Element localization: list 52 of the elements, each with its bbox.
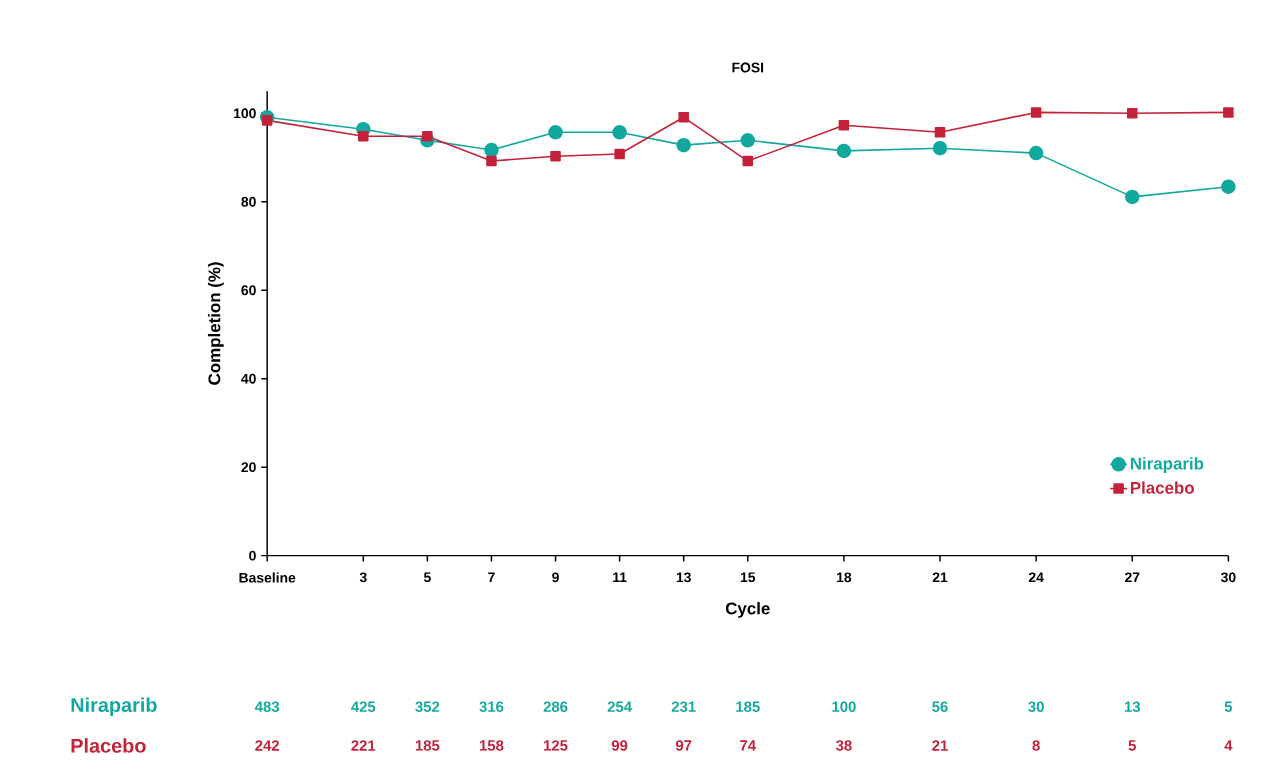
text: 97 bbox=[675, 740, 692, 751]
legend-label: Placebo bbox=[1130, 481, 1194, 494]
y-tick-label: 0 bbox=[249, 550, 256, 561]
y-tick-label: 40 bbox=[241, 373, 256, 384]
x-tick-label: 13 bbox=[676, 572, 691, 583]
y-tick-label: 80 bbox=[241, 196, 256, 207]
text: 483 bbox=[254, 701, 280, 712]
x-tick-label: 3 bbox=[359, 572, 367, 583]
text: 352 bbox=[415, 701, 440, 712]
text: 231 bbox=[671, 701, 696, 712]
text: 185 bbox=[415, 740, 440, 751]
x-tick-label: 9 bbox=[552, 572, 559, 583]
legend-label: Niraparib bbox=[1130, 457, 1204, 473]
x-tick-label: Baseline bbox=[239, 572, 296, 583]
text: 158 bbox=[479, 740, 504, 751]
text: 425 bbox=[351, 701, 376, 712]
x-tick-label: 18 bbox=[837, 572, 852, 583]
text: 4 bbox=[1224, 740, 1233, 751]
text: 286 bbox=[543, 701, 568, 712]
text: 316 bbox=[479, 701, 504, 712]
text: 5 bbox=[1128, 740, 1136, 751]
chart-title: FOSI bbox=[732, 62, 764, 73]
text: Niraparib bbox=[71, 697, 157, 716]
x-axis-title: Cycle bbox=[725, 601, 770, 618]
text: 5 bbox=[1224, 701, 1233, 712]
x-tick-label: 5 bbox=[423, 572, 431, 582]
y-tick-label: 60 bbox=[241, 285, 256, 296]
text: 254 bbox=[607, 701, 632, 712]
text: 30 bbox=[1028, 701, 1044, 712]
text: 125 bbox=[544, 740, 568, 751]
text: 100 bbox=[832, 701, 856, 712]
text: 221 bbox=[351, 740, 376, 751]
y-tick-label: 20 bbox=[241, 462, 256, 472]
x-tick-label: 27 bbox=[1125, 572, 1140, 582]
x-tick-label: 21 bbox=[932, 572, 948, 582]
text: 242 bbox=[255, 740, 279, 751]
text: Placebo bbox=[71, 738, 146, 753]
x-tick-label: 11 bbox=[613, 572, 627, 582]
text: 56 bbox=[932, 701, 948, 712]
text: 99 bbox=[611, 740, 628, 751]
text: 21 bbox=[932, 740, 948, 751]
text: 74 bbox=[740, 740, 756, 751]
x-tick-label: 30 bbox=[1220, 572, 1236, 583]
text: 13 bbox=[1124, 701, 1140, 712]
text: 8 bbox=[1032, 740, 1040, 751]
text: 38 bbox=[835, 740, 852, 751]
y-tick-label: 100 bbox=[234, 108, 256, 119]
x-tick-label: 7 bbox=[488, 572, 495, 582]
text: 185 bbox=[736, 701, 760, 712]
x-tick-label: 15 bbox=[740, 572, 756, 582]
x-tick-label: 24 bbox=[1028, 572, 1044, 582]
y-axis-title: Completion (%) bbox=[207, 262, 224, 385]
